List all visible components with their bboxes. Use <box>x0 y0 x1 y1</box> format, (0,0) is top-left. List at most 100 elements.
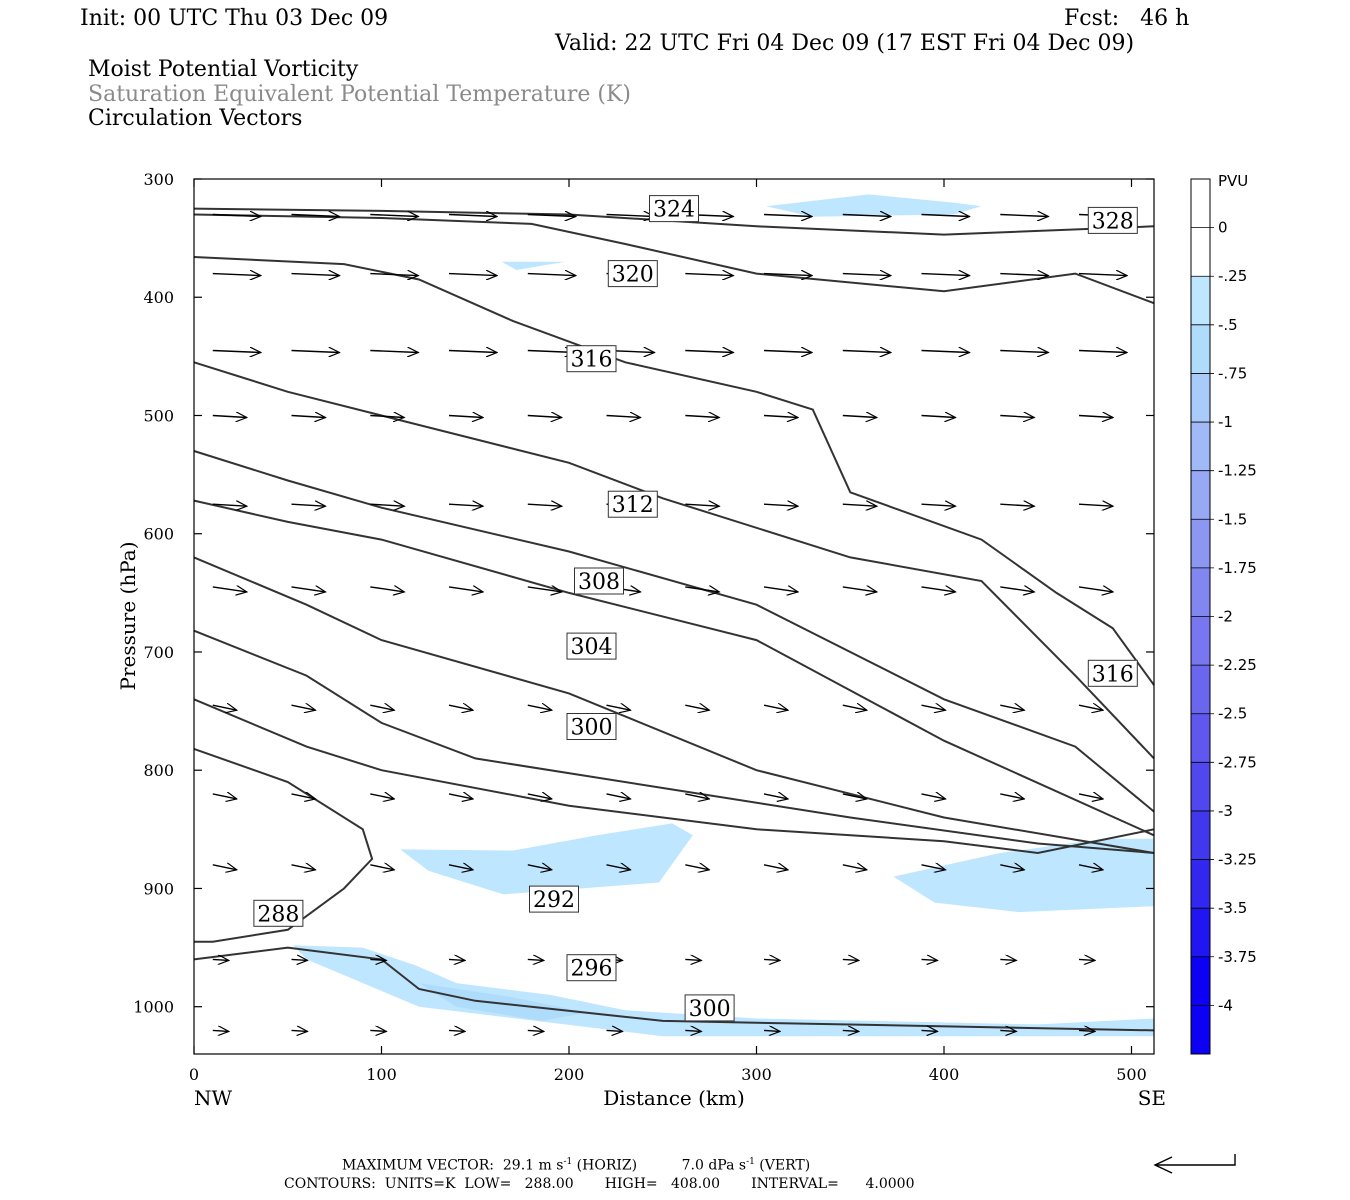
contour-label-308: 308 <box>574 567 624 595</box>
circulation-vector <box>1000 865 1024 870</box>
contour-label-324: 324 <box>649 195 699 223</box>
pv-shade-area-5 <box>419 983 588 1021</box>
colorbar-swatch <box>1191 276 1210 326</box>
circulation-vector <box>1000 1030 1016 1031</box>
colorbar-swatch <box>1191 908 1210 958</box>
circulation-vector <box>370 416 404 418</box>
init-time: Init: 00 UTC Thu 03 Dec 09 <box>80 6 389 31</box>
circulation-vector <box>1000 504 1034 506</box>
pv-colorbar: 0 -.25 -.5 -.75 -1 -1.25 -1.5 -1.75 -2 -2.25 -2.5 -… <box>1190 178 1257 1055</box>
circulation-vector <box>291 705 316 710</box>
circulation-vector <box>1078 959 1095 960</box>
colorbar-swatch <box>1191 179 1210 229</box>
circulation-vector <box>763 1030 780 1031</box>
colorbar-label: -3.75 <box>1218 948 1257 966</box>
circulation-vector <box>370 959 386 960</box>
circulation-vector <box>763 504 798 506</box>
vertical-exponent: -1 <box>746 1157 755 1167</box>
svg-text:296: 296 <box>571 957 613 982</box>
circulation-vector <box>291 587 326 592</box>
circulation-vector <box>685 794 709 799</box>
colorbar-label: -2.5 <box>1218 705 1247 723</box>
theta-e-contour-308 <box>193 499 1155 837</box>
pv-shade-area-2 <box>400 823 693 895</box>
colorbar-label: -1.75 <box>1218 559 1257 577</box>
colorbar-label: -1.5 <box>1218 510 1247 528</box>
circulation-vector <box>685 705 709 710</box>
circulation-vector <box>212 587 247 592</box>
circulation-vector <box>842 1030 859 1031</box>
valid-time: Valid: 22 UTC Fri 04 Dec 09 (17 EST Fri … <box>555 31 1135 56</box>
circulation-vector <box>212 1030 229 1031</box>
circulation-vector <box>1000 794 1024 799</box>
circulation-vector <box>370 705 394 710</box>
circulation-vector <box>842 416 877 418</box>
circulation-vector <box>370 215 418 217</box>
circulation-vector <box>527 274 576 276</box>
max-vector-line: MAXIMUM VECTOR: 29.1 m s-1 (HORIZ) 7.0 d… <box>342 1157 810 1174</box>
svg-text:320: 320 <box>612 263 654 288</box>
circulation-vector <box>291 865 316 870</box>
colorbar-label: -.25 <box>1218 267 1247 285</box>
y-tick-label: 900 <box>143 879 174 898</box>
circulation-vector <box>1000 705 1024 710</box>
colorbar-swatch <box>1191 373 1210 423</box>
x-tick-label: 300 <box>741 1065 772 1084</box>
colorbar-title: PVU <box>1218 172 1248 190</box>
circulation-vector <box>527 215 576 217</box>
circulation-vector <box>842 959 859 960</box>
circulation-vector <box>606 865 631 870</box>
circulation-vector <box>448 1030 465 1031</box>
circulation-vector <box>448 587 483 592</box>
circulation-vector <box>291 794 316 799</box>
theta-e-contour-300 <box>193 629 1155 854</box>
contour-label-304: 304 <box>566 632 617 660</box>
y-tick-label: 300 <box>143 170 174 189</box>
colorbar-swatch <box>1191 810 1210 860</box>
colorbar-swatch <box>1191 1005 1210 1055</box>
circulation-vector <box>921 705 946 710</box>
circulation-vector <box>763 215 812 217</box>
circulation-vector <box>606 705 631 710</box>
circulation-vector <box>527 1030 544 1031</box>
circulation-vector <box>370 587 404 592</box>
circulation-vector <box>527 416 562 418</box>
contour-label-296: 296 <box>566 954 617 982</box>
colorbar-label: -.75 <box>1218 364 1247 382</box>
circulation-vector <box>448 274 497 276</box>
circulation-vector <box>842 215 891 217</box>
circulation-vector <box>842 274 891 276</box>
x-axis-title: Distance (km) <box>603 1086 745 1110</box>
circulation-vector <box>606 416 641 418</box>
svg-text:312: 312 <box>612 493 654 518</box>
theta-e-contour-296 <box>193 698 1155 855</box>
circulation-vector <box>527 865 552 870</box>
circulation-vector <box>212 504 247 506</box>
circulation-vector <box>1000 274 1048 276</box>
contour-label-300: 300 <box>684 994 735 1022</box>
circulation-vector <box>448 794 473 799</box>
svg-text:324: 324 <box>653 198 695 223</box>
colorbar-label: -1.25 <box>1218 462 1257 480</box>
circulation-vector <box>921 794 946 799</box>
circulation-vector <box>685 587 719 592</box>
circulation-vector <box>527 504 562 506</box>
circulation-vector <box>921 416 956 418</box>
circulation-vector <box>606 794 631 799</box>
theta-e-contour-304 <box>193 556 1155 854</box>
y-tick-label: 600 <box>143 525 174 544</box>
max-vector-label: MAXIMUM VECTOR: <box>342 1157 494 1174</box>
circulation-vector <box>763 794 788 799</box>
circulation-vector <box>291 416 326 418</box>
reference-arrow-icon <box>1153 1154 1236 1174</box>
circulation-vector <box>212 351 261 353</box>
circulation-vector <box>1000 587 1034 592</box>
theta-e-contour-292 <box>193 747 374 943</box>
svg-text:328: 328 <box>1092 209 1134 234</box>
colorbar-label: -3 <box>1218 802 1233 820</box>
max-vector-horizontal: 29.1 m s <box>502 1157 564 1174</box>
circulation-vector <box>921 865 946 870</box>
svg-text:288: 288 <box>257 902 299 927</box>
circulation-vector <box>527 705 552 710</box>
circulation-vector <box>842 705 867 710</box>
